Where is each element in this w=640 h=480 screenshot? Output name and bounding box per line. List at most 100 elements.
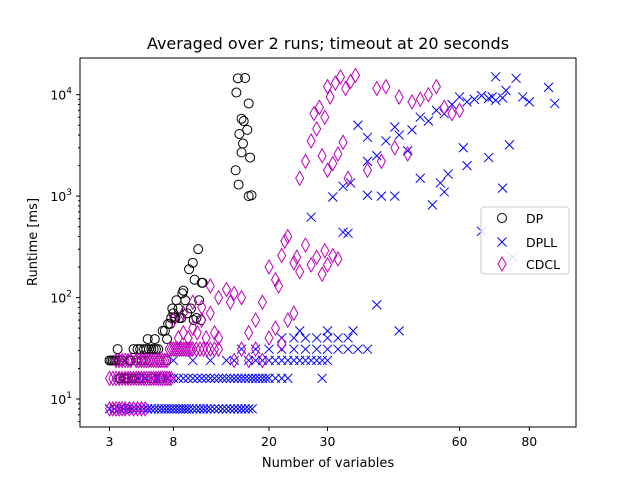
dpll-point (394, 325, 405, 336)
dp-point (157, 325, 168, 336)
cdcl-point (317, 266, 327, 283)
dpll-point (300, 344, 311, 355)
dpll-point (462, 160, 472, 171)
dpll-point (229, 355, 239, 366)
dpll-point (353, 120, 363, 131)
dpll-point (288, 333, 299, 343)
dpll-point (402, 145, 413, 156)
legend-marker-dp (497, 213, 507, 223)
cdcl-point (244, 352, 254, 369)
cdcl-point (168, 312, 178, 329)
cdcl-point (328, 155, 338, 172)
cdcl-point (197, 312, 207, 329)
x-tick-label: 8 (169, 434, 177, 449)
dpll-point (362, 132, 373, 143)
cdcl-point (236, 289, 247, 306)
cdcl-point (123, 352, 133, 369)
dpll-point (229, 404, 239, 414)
cdcl-point (244, 324, 254, 341)
cdcl-point (322, 256, 333, 273)
dp-point (173, 303, 184, 314)
dpll-point (233, 404, 243, 414)
dpll-point (407, 125, 417, 135)
dpll-point (549, 98, 560, 109)
dpll-point (205, 355, 216, 366)
data-points-layer (104, 67, 560, 417)
cdcl-point (108, 370, 118, 387)
x-tick-label: 80 (521, 434, 537, 449)
dpll-point (198, 404, 209, 414)
cdcl-point (439, 99, 449, 116)
dpll-point (260, 373, 271, 384)
dpll-point (243, 355, 254, 366)
dp-point (234, 128, 245, 139)
cdcl-point (166, 341, 176, 358)
dpll-point (243, 373, 254, 384)
dpll-point (209, 373, 220, 384)
cdcl-point (162, 352, 172, 369)
cdcl-point (257, 352, 267, 369)
dpll-point (236, 404, 247, 414)
cdcl-point (153, 370, 163, 387)
cdcl-point (166, 370, 176, 387)
cdcl-point (155, 370, 166, 387)
cdcl-point (213, 289, 224, 306)
cdcl-point (280, 233, 290, 250)
dpll-point (217, 404, 228, 414)
cdcl-point (289, 254, 299, 271)
legend-marker-cdcl (497, 255, 507, 273)
cdcl-point (403, 146, 413, 163)
dpll-point (225, 373, 236, 384)
dpll-point (229, 373, 239, 384)
cdcl-point (209, 341, 220, 358)
dpll-point (497, 183, 508, 193)
dpll-point (247, 373, 258, 384)
cdcl-point (195, 341, 205, 358)
dpll-point (250, 344, 261, 355)
dp-point (197, 277, 208, 288)
cdcl-point (236, 341, 247, 358)
cdcl-point (202, 341, 212, 358)
dpll-point (322, 355, 333, 366)
dpll-point (511, 73, 521, 84)
dpll-point (454, 92, 465, 102)
cdcl-point (162, 370, 172, 387)
dpll-point (343, 344, 353, 355)
cdcl-point (160, 370, 170, 387)
cdcl-point (149, 352, 159, 369)
dpll-point (247, 404, 258, 414)
dpll-point (240, 404, 250, 414)
dpll-point (187, 404, 198, 414)
dpll-point (376, 191, 387, 201)
dpll-point (205, 373, 216, 384)
legend-label-dpll: DPLL (526, 235, 557, 250)
dpll-point (439, 187, 450, 197)
dpll-point (524, 97, 535, 107)
cdcl-point (144, 352, 154, 369)
cdcl-point (270, 320, 281, 337)
dp-point (178, 285, 189, 296)
cdcl-point (343, 170, 353, 187)
dpll-point (490, 71, 501, 82)
cdcl-point (225, 294, 235, 311)
cdcl-point (104, 370, 115, 387)
dpll-point (149, 404, 160, 414)
dp-point (167, 303, 178, 314)
dpll-point (504, 140, 515, 150)
cdcl-point (312, 249, 322, 266)
dpll-point (187, 373, 198, 384)
dp-point (233, 179, 244, 190)
dpll-point (201, 373, 211, 384)
dpll-point (389, 122, 400, 132)
dpll-point (322, 333, 333, 343)
dpll-point (501, 85, 511, 96)
cdcl-point (289, 305, 299, 322)
dp-point (142, 334, 153, 345)
cdcl-point (376, 153, 386, 170)
dpll-point (458, 142, 469, 153)
cdcl-point (149, 370, 159, 387)
cdcl-point (205, 341, 215, 358)
dp-point (246, 190, 257, 201)
cdcl-point (158, 352, 168, 369)
